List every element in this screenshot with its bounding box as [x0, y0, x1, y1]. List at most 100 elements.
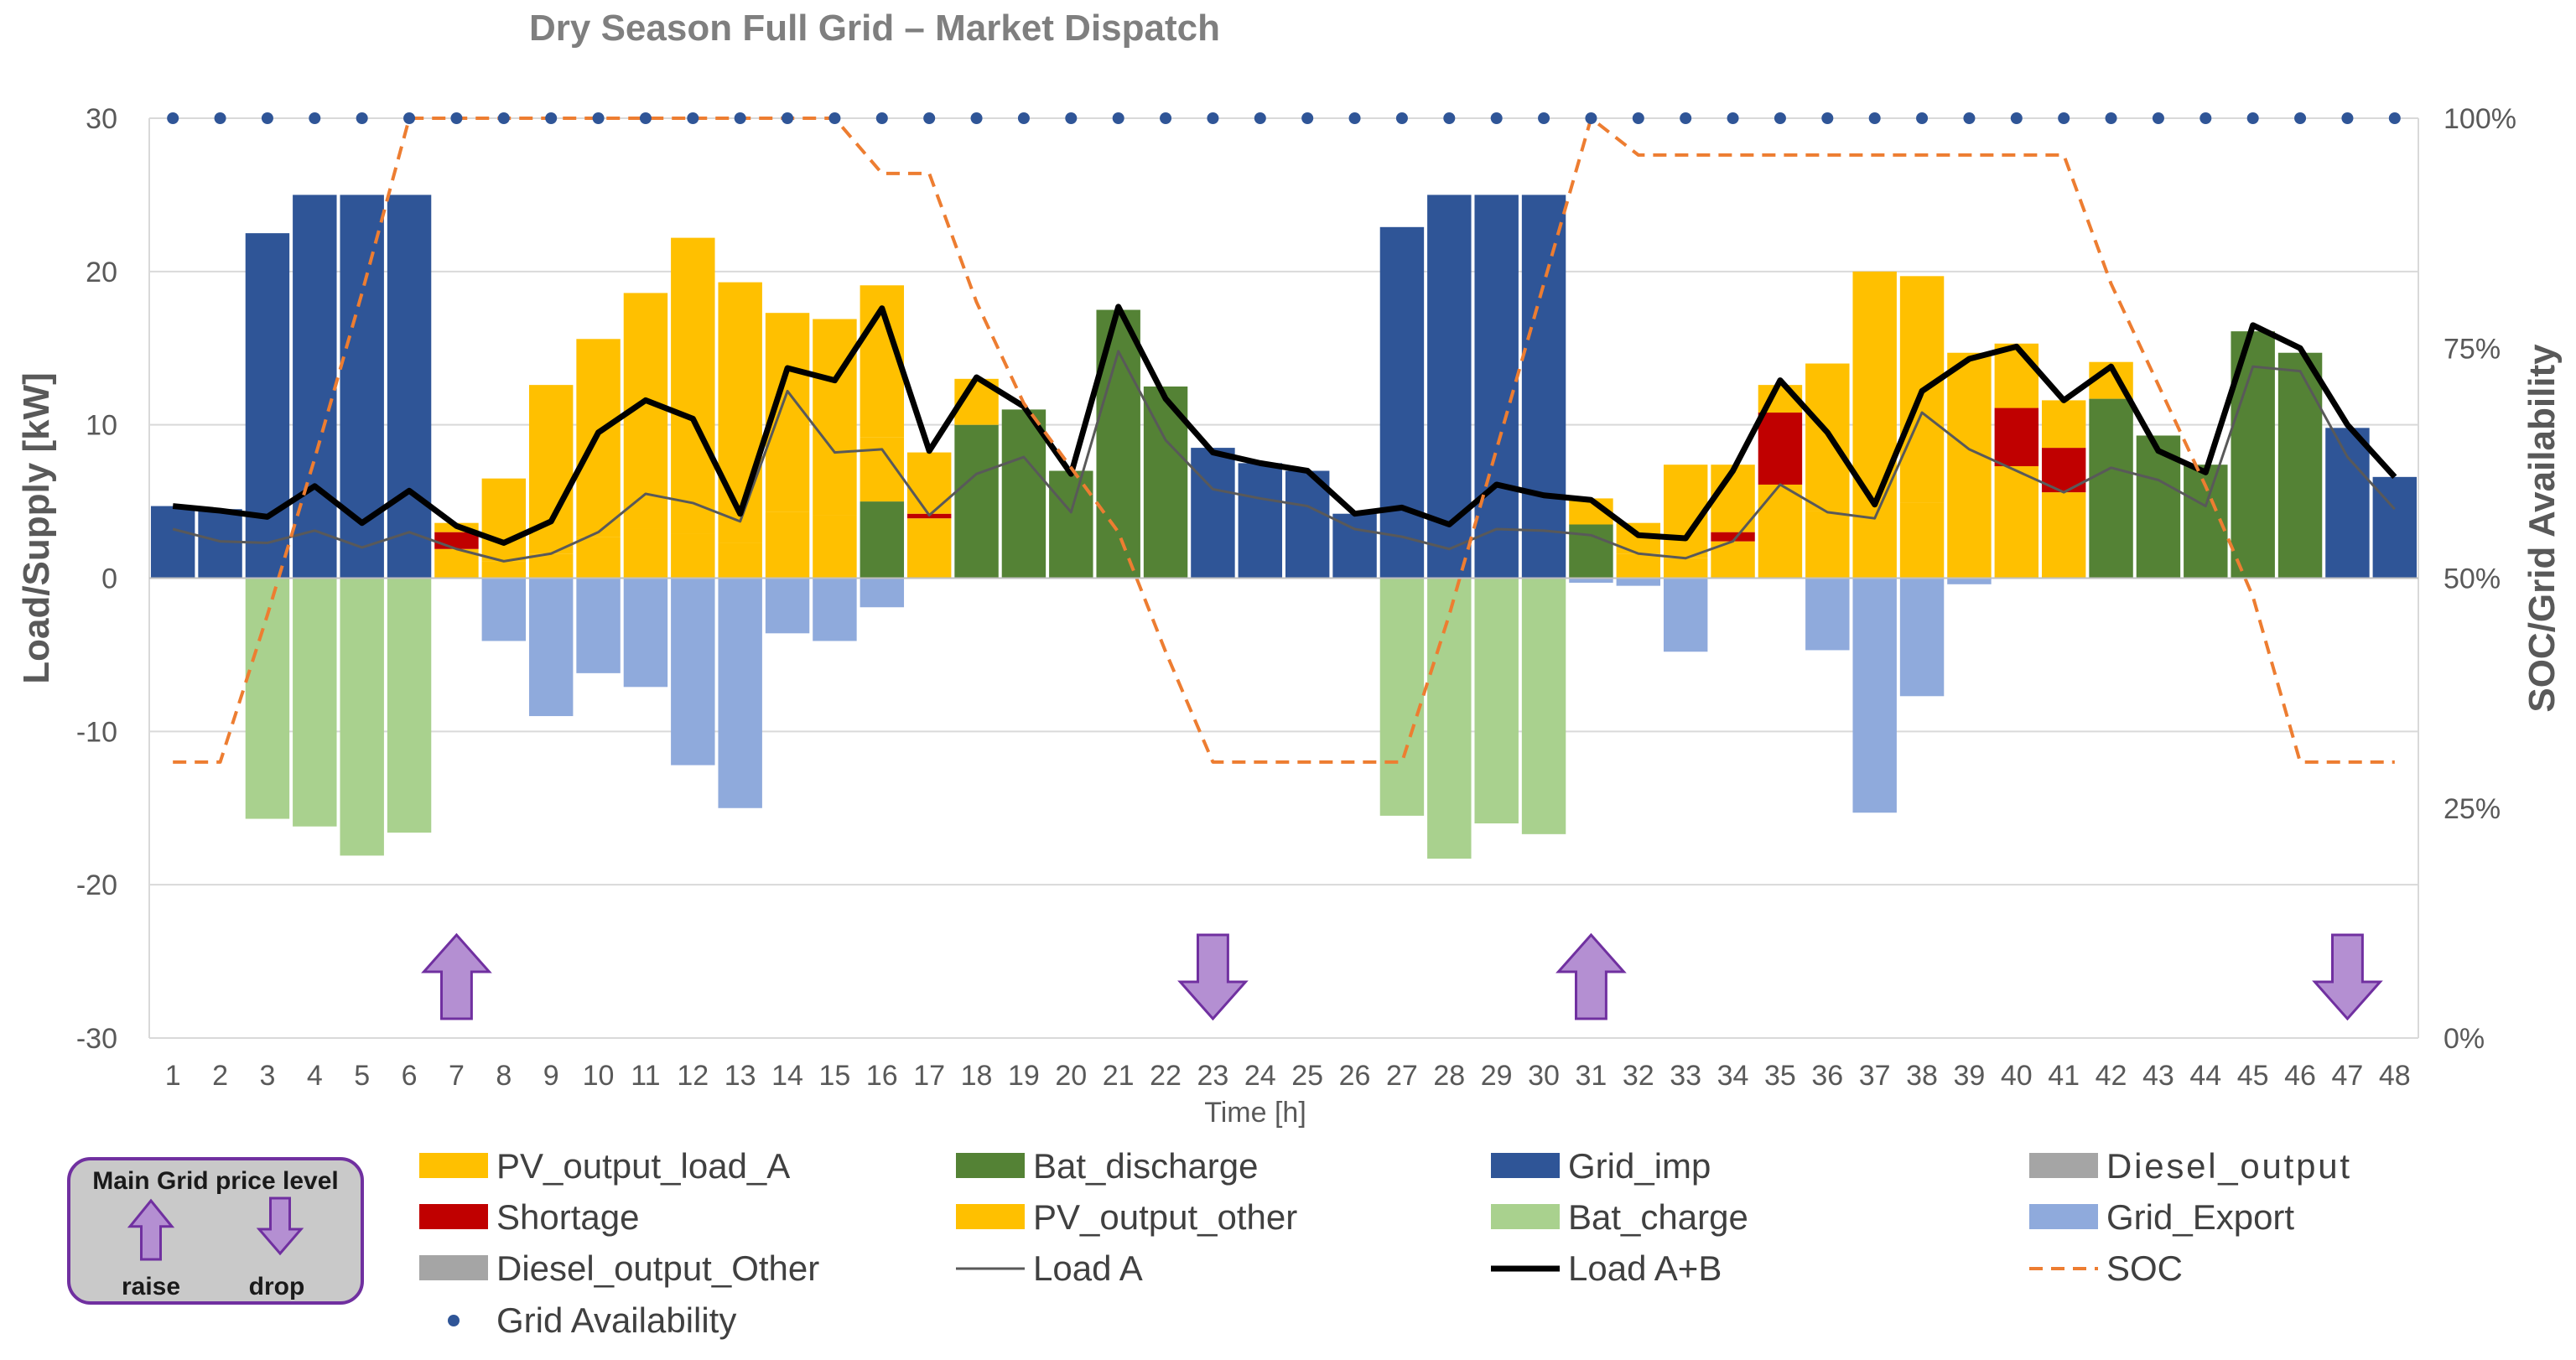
x-tick-label: 40: [2001, 1060, 2033, 1092]
bar-grid-export: [623, 578, 668, 688]
bar-bat-charge: [1474, 578, 1519, 824]
bar-bat-discharge: [2089, 398, 2133, 579]
x-tick-label: 9: [543, 1060, 559, 1092]
x-tick-label: 6: [402, 1060, 418, 1092]
y-tick-label: -10: [76, 716, 117, 748]
bar-grid-export: [860, 578, 905, 608]
bar-shortage: [434, 532, 479, 549]
legend-label: Diesel_output: [2106, 1146, 2350, 1186]
bar-grid-imp: [1474, 195, 1519, 579]
bar-grid-export: [1663, 578, 1708, 652]
bar-pv-output-load-a: [1852, 524, 1897, 579]
bar-shortage: [1711, 532, 1755, 542]
bar-pv-output-other: [1947, 352, 1992, 579]
bar-pv-output-load-a: [481, 561, 527, 579]
x-tick-label: 35: [1764, 1060, 1796, 1092]
x-tick-label: 46: [2284, 1060, 2316, 1092]
y-tick-label: -30: [76, 1023, 117, 1055]
grid-availability-point: [1585, 112, 1597, 124]
bar-grid-imp: [245, 233, 290, 579]
bar-grid-export: [481, 578, 527, 641]
legend-swatch: [956, 1204, 1025, 1229]
x-tick-label: 30: [1528, 1060, 1560, 1092]
bar-grid-imp: [1332, 513, 1377, 579]
bar-pv-output-other: [2041, 400, 2086, 449]
bar-pv-output-other: [671, 237, 715, 534]
bar-grid-export: [1947, 578, 1992, 584]
y-right-tick-label: 75%: [2444, 333, 2501, 365]
line-soc: [173, 117, 2395, 764]
grid-availability-point: [1112, 112, 1124, 124]
bar-pv-output-other: [906, 452, 952, 514]
chart-title: Dry Season Full Grid – Market Dispatch: [529, 8, 1220, 49]
grid-availability-point: [1301, 112, 1314, 124]
grid-availability-point: [1727, 112, 1739, 124]
grid-availability-point: [2058, 112, 2070, 124]
grid-availability-point: [356, 112, 368, 124]
bar-grid-imp: [1285, 470, 1330, 579]
bar-pv-output-load-a: [765, 511, 810, 579]
x-tick-label: 8: [496, 1060, 512, 1092]
x-tick-label: 13: [724, 1060, 756, 1092]
bar-pv-output-load-a: [1616, 553, 1661, 579]
bar-grid-imp: [387, 195, 432, 579]
bar-pv-output-load-a: [623, 528, 668, 579]
drop-arrow-icon: [256, 1196, 304, 1256]
legend-swatch: [419, 1153, 488, 1178]
grid-availability-point: [497, 112, 510, 124]
legend-label: Diesel_output_Other: [496, 1248, 819, 1288]
bar-grid-imp: [1379, 226, 1425, 579]
bar-grid-imp: [2325, 428, 2370, 579]
grid-availability-point: [1868, 112, 1881, 124]
bar-grid-export: [1852, 578, 1897, 813]
bar-shortage: [1758, 413, 1803, 485]
grid-availability-point: [1963, 112, 1976, 124]
x-tick-label: 33: [1670, 1060, 1701, 1092]
line-series: [167, 112, 2401, 764]
bar-pv-output-other: [1994, 343, 2039, 408]
grid-availability-point: [1443, 112, 1456, 124]
x-tick-label: 20: [1055, 1060, 1087, 1092]
x-tick-label: 19: [1008, 1060, 1040, 1092]
price-drop-arrow-icon: [2312, 933, 2383, 1021]
y-tick-label: 30: [86, 103, 117, 135]
x-tick-label: 29: [1481, 1060, 1513, 1092]
grid-availability-point: [828, 112, 841, 124]
grid-availability-point: [2010, 112, 2023, 124]
x-tick-label: 14: [771, 1060, 803, 1092]
legend-swatch: [419, 1255, 488, 1280]
grid-availability-point: [309, 112, 321, 124]
bar-pv-output-load-a: [671, 533, 715, 579]
y-tick-label: 20: [86, 257, 117, 288]
y-right-tick-label: 100%: [2444, 103, 2516, 135]
grid-availability-point: [2294, 112, 2307, 124]
legend-label: Load A: [1033, 1248, 1143, 1288]
grid-availability-point: [1680, 112, 1692, 124]
price-raise-arrow-icon: [1555, 932, 1627, 1020]
grid-availability-point: [403, 112, 416, 124]
grid-availability-point: [970, 112, 983, 124]
legend-swatch: [1491, 1153, 1560, 1178]
x-tick-label: 34: [1717, 1060, 1749, 1092]
y-axis-title: Load/Supply [kW]: [16, 372, 57, 684]
grid-availability-point: [2341, 112, 2354, 124]
price-raise-arrow-icon: [421, 932, 492, 1020]
x-tick-label: 41: [2048, 1060, 2080, 1092]
bar-bat-charge: [340, 578, 384, 856]
x-tick-label: 47: [2332, 1060, 2364, 1092]
legend-label: PV_output_load_A: [496, 1146, 790, 1186]
grid-availability-point: [1395, 112, 1408, 124]
grid-availability-point: [734, 112, 746, 124]
bar-bat-charge: [293, 578, 337, 827]
grid-availability-point: [167, 112, 179, 124]
grid-availability-point: [214, 112, 226, 124]
x-tick-label: 26: [1339, 1060, 1371, 1092]
price-box-title: Main Grid price level: [92, 1167, 338, 1195]
grid-availability-point: [592, 112, 605, 124]
bar-pv-output-load-a: [576, 537, 621, 579]
x-tick-label: 36: [1811, 1060, 1843, 1092]
bar-pv-output-load-a: [528, 553, 574, 579]
bar-pv-output-other: [481, 478, 527, 562]
